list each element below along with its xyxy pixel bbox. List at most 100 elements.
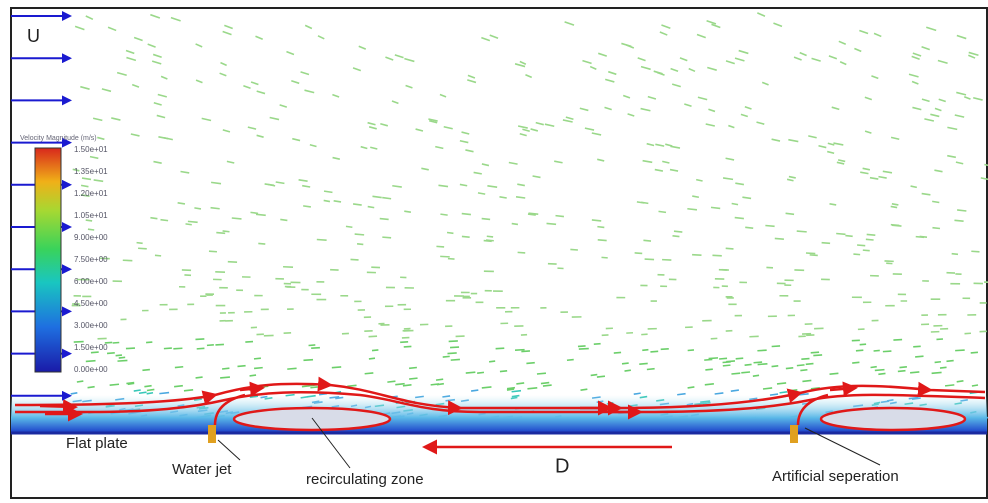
vector [495, 347, 505, 350]
vector [111, 117, 121, 121]
vector [646, 367, 655, 371]
vector [459, 183, 468, 187]
vector [785, 366, 794, 370]
vector [955, 161, 964, 165]
vector [852, 361, 860, 364]
vector [859, 29, 869, 35]
vector [621, 42, 632, 48]
vector [762, 387, 773, 390]
vector [740, 113, 749, 118]
vector [308, 344, 316, 347]
vector [303, 205, 311, 208]
vector [744, 363, 752, 367]
colorbar-tick-label: 1.50e+01 [74, 145, 108, 154]
vector [461, 212, 472, 216]
vector [788, 175, 796, 179]
vector [477, 192, 486, 195]
vector [160, 75, 168, 80]
vector [250, 211, 259, 215]
colorbar [34, 147, 62, 373]
vector [577, 345, 586, 348]
vector [221, 367, 230, 370]
vector [332, 156, 341, 160]
vector [934, 360, 942, 364]
vector [201, 117, 212, 122]
vector [730, 389, 739, 392]
vector [704, 383, 714, 386]
vector [696, 33, 706, 39]
vector [921, 192, 931, 196]
vector [956, 380, 964, 383]
vector [540, 381, 550, 385]
colorbar-tick-label: 3.00e+00 [74, 321, 108, 330]
vector [220, 376, 231, 379]
vector [579, 107, 589, 112]
vector [436, 245, 445, 248]
vector [845, 234, 853, 238]
vector [345, 225, 353, 229]
vector [220, 61, 227, 67]
vector [515, 196, 526, 199]
vector [796, 364, 805, 367]
vector [485, 239, 494, 242]
vector [473, 171, 482, 175]
vector [827, 150, 835, 155]
vector [669, 168, 679, 172]
vector [489, 34, 499, 39]
vector [279, 104, 288, 108]
inlet-label: U [27, 26, 40, 46]
vector [127, 382, 135, 386]
vector [392, 184, 402, 188]
vector [291, 80, 300, 85]
vector [890, 205, 898, 209]
vector [946, 359, 954, 363]
vector [636, 201, 645, 204]
vector [786, 178, 794, 182]
vector [688, 67, 696, 73]
vector [72, 168, 80, 172]
vector [440, 213, 448, 216]
vector [465, 371, 476, 374]
vector [146, 388, 155, 392]
vector [915, 235, 925, 239]
vector [382, 236, 392, 239]
vector [857, 244, 866, 247]
vector [980, 177, 988, 181]
vector [725, 157, 735, 161]
vector [968, 51, 979, 57]
vector [932, 200, 940, 204]
vector [829, 203, 837, 206]
vector [254, 366, 263, 370]
vector [897, 369, 906, 373]
vector [304, 89, 315, 94]
separation-nozzle [790, 425, 798, 443]
vector [292, 137, 301, 142]
vector [93, 179, 104, 183]
vector [440, 255, 450, 258]
vector [126, 56, 137, 62]
vector [210, 181, 222, 185]
vector [836, 161, 845, 165]
vector [194, 207, 202, 210]
vector [613, 351, 622, 354]
vector [862, 249, 870, 252]
vector [924, 118, 935, 122]
vector [744, 106, 752, 110]
vector [258, 242, 266, 245]
vector [968, 54, 976, 59]
vector [589, 65, 597, 70]
vector [409, 377, 418, 380]
vector [428, 118, 438, 122]
vector [511, 389, 522, 393]
vector [578, 347, 589, 350]
vector [831, 106, 840, 111]
vector [773, 22, 783, 28]
vector [865, 238, 874, 241]
vector [757, 362, 768, 366]
colorbar-title: Velocity Magnitude (m/s) [20, 135, 97, 142]
vector [956, 91, 967, 96]
vector [871, 75, 879, 80]
vector [394, 54, 404, 59]
vector [404, 57, 415, 63]
